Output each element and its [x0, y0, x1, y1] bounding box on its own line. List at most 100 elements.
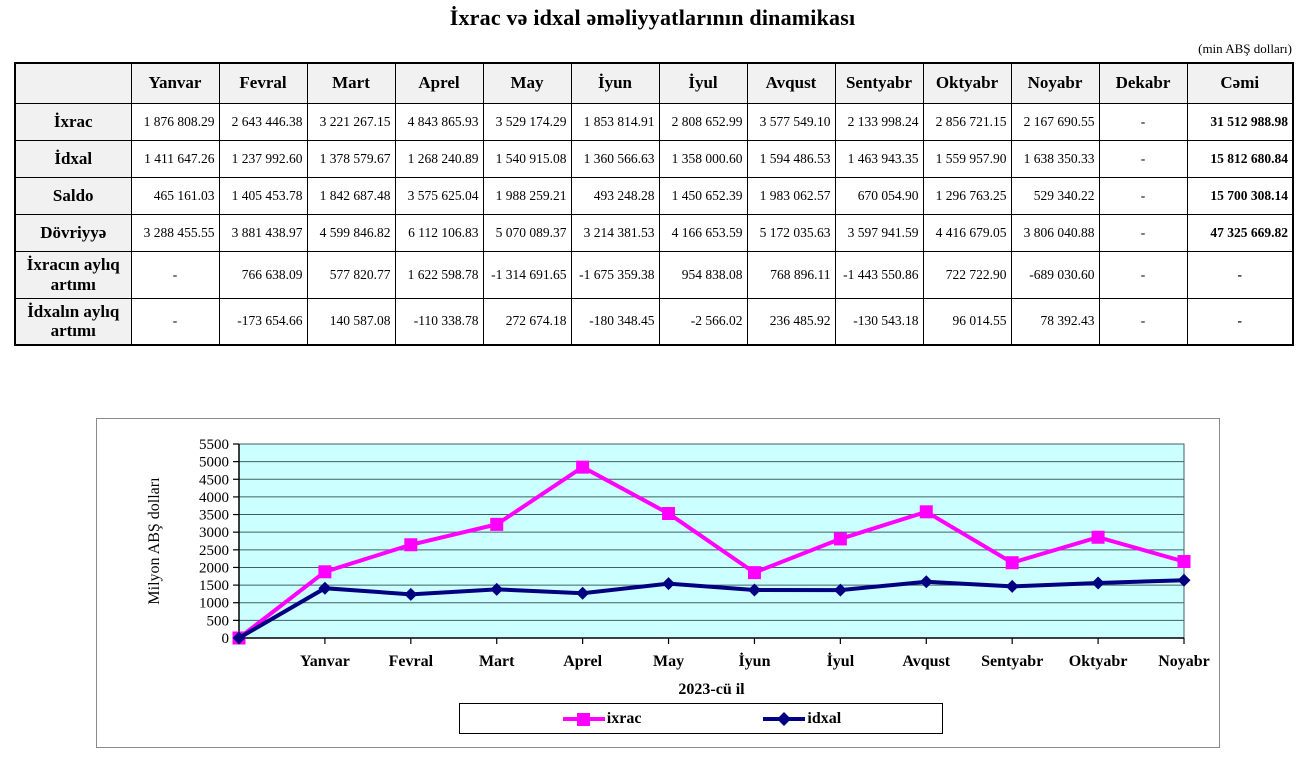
table-cell: 1 842 687.48: [306, 176, 396, 215]
marker-square: [1005, 556, 1019, 570]
column-header: İyun: [570, 62, 660, 104]
table-cell: 954 838.08: [658, 250, 748, 299]
table-cell: 1 268 240.89: [394, 139, 484, 178]
table-cell: 577 820.77: [306, 250, 396, 299]
table-cell: 3 529 174.29: [482, 102, 572, 141]
column-header: Sentyabr: [834, 62, 924, 104]
table-cell: 1 450 652.39: [658, 176, 748, 215]
marker-diamond: [318, 581, 332, 595]
row-label: İdxal: [14, 139, 132, 178]
table-cell: 766 638.09: [218, 250, 308, 299]
marker-diamond: [576, 586, 590, 600]
y-tick-label: 2000: [199, 560, 229, 576]
x-tick-label: May: [653, 653, 684, 670]
table-cell: 1 622 598.78: [394, 250, 484, 299]
marker-diamond: [1005, 579, 1019, 593]
column-header: Fevral: [218, 62, 308, 104]
marker-diamond: [232, 631, 246, 645]
table-cell: 1 237 992.60: [218, 139, 308, 178]
table-cell: -1 443 550.86: [834, 250, 924, 299]
table-cell: 47 325 669.82: [1186, 213, 1294, 252]
column-header: Yanvar: [130, 62, 220, 104]
legend-label: idxal: [807, 709, 842, 727]
legend-entry-ixrac: ixrac: [561, 710, 641, 728]
diamond-marker-icon: [763, 711, 806, 726]
x-tick-label: İyul: [827, 651, 855, 670]
x-tick-label: Avqust: [902, 653, 950, 670]
table-cell: -180 348.45: [570, 297, 660, 346]
table-cell: 4 166 653.59: [658, 213, 748, 252]
marker-square: [576, 460, 590, 474]
y-tick-label: 2500: [199, 543, 229, 559]
x-tick-label: Oktyabr: [1069, 653, 1128, 670]
table-cell: -173 654.66: [218, 297, 308, 346]
row-label: Dövriyyə: [14, 213, 132, 252]
table-cell: 5 172 035.63: [746, 213, 836, 252]
table-cell: 96 014.55: [922, 297, 1012, 346]
table-row: Dövriyyə 3 288 455.55 3 881 438.97 4 599 84…: [14, 213, 1294, 252]
marker-square: [919, 505, 933, 519]
marker-square: [1177, 555, 1191, 569]
marker-square: [833, 532, 847, 546]
y-tick-label: 3000: [199, 525, 229, 541]
marker-diamond: [490, 582, 504, 596]
table-cell: -130 543.18: [834, 297, 924, 346]
table-cell: 15 700 308.14: [1186, 176, 1294, 215]
y-tick-label: 4000: [199, 490, 229, 506]
table-cell: 4 416 679.05: [922, 213, 1012, 252]
series-line-ixrac: [237, 464, 1185, 640]
column-header: May: [482, 62, 572, 104]
table-cell: 4 843 865.93: [394, 102, 484, 141]
marker-diamond: [919, 575, 933, 589]
x-tick-label: İyun: [738, 651, 770, 670]
square-marker-icon: [562, 712, 605, 726]
y-tick-label: 5500: [199, 437, 229, 453]
table-cell: 1 638 350.33: [1010, 139, 1100, 178]
x-axis-title: 2023-cü il: [678, 681, 745, 698]
y-tick-label: 1500: [199, 578, 229, 594]
row-label: İxrac: [14, 102, 132, 141]
marker-square: [404, 538, 418, 552]
table-cell: 1 463 943.35: [834, 139, 924, 178]
column-header: İyul: [658, 62, 748, 104]
table-cell: -: [1098, 139, 1188, 178]
table-cell: -: [1098, 250, 1188, 299]
table-cell: 1 853 814.91: [570, 102, 660, 141]
table-cell: -1 314 691.65: [482, 250, 572, 299]
table-cell: 31 512 988.98: [1186, 102, 1294, 141]
marker-diamond: [1091, 576, 1105, 590]
table-cell: -: [1098, 213, 1188, 252]
y-tick-label: 4500: [199, 472, 229, 488]
table-cell: 5 070 089.37: [482, 213, 572, 252]
table-cell: 3 881 438.97: [218, 213, 308, 252]
table-cell: 3 575 625.04: [394, 176, 484, 215]
table-cell: 1 540 915.08: [482, 139, 572, 178]
column-header: Mart: [306, 62, 396, 104]
table-cell: -: [1098, 176, 1188, 215]
marker-diamond: [1177, 573, 1191, 587]
marker-square: [747, 566, 761, 580]
table-cell: 1 594 486.53: [746, 139, 836, 178]
line-chart: 0 500 1000 1500 2000 2500 3000 3500 4000 4500 5000…: [97, 419, 1219, 747]
x-tick-label: Noyabr: [1158, 653, 1210, 670]
table-cell: -2 566.02: [658, 297, 748, 346]
table-row: Saldo 465 161.03 1 405 453.78 1 842 687.48 3…: [14, 176, 1294, 215]
table-cell: 236 485.92: [746, 297, 836, 346]
marker-square: [1091, 530, 1105, 544]
table-cell: -: [130, 250, 220, 299]
x-tick-label: Aprel: [563, 653, 602, 670]
marker-diamond: [404, 587, 418, 601]
table-cell: -: [130, 297, 220, 346]
table-cell: 1 360 566.63: [570, 139, 660, 178]
marker-square: [490, 517, 504, 531]
table-cell: 3 597 941.59: [834, 213, 924, 252]
table-cell: 140 587.08: [306, 297, 396, 346]
marker-diamond: [833, 583, 847, 597]
y-tick-label: 3500: [199, 508, 229, 524]
table-cell: 768 896.11: [746, 250, 836, 299]
column-header: Cəmi: [1186, 62, 1294, 104]
y-axis-title: Milyon ABŞ dolları: [146, 477, 163, 605]
table-cell: -: [1098, 102, 1188, 141]
table-cell: 1 296 763.25: [922, 176, 1012, 215]
table-cell: 529 340.22: [1010, 176, 1100, 215]
